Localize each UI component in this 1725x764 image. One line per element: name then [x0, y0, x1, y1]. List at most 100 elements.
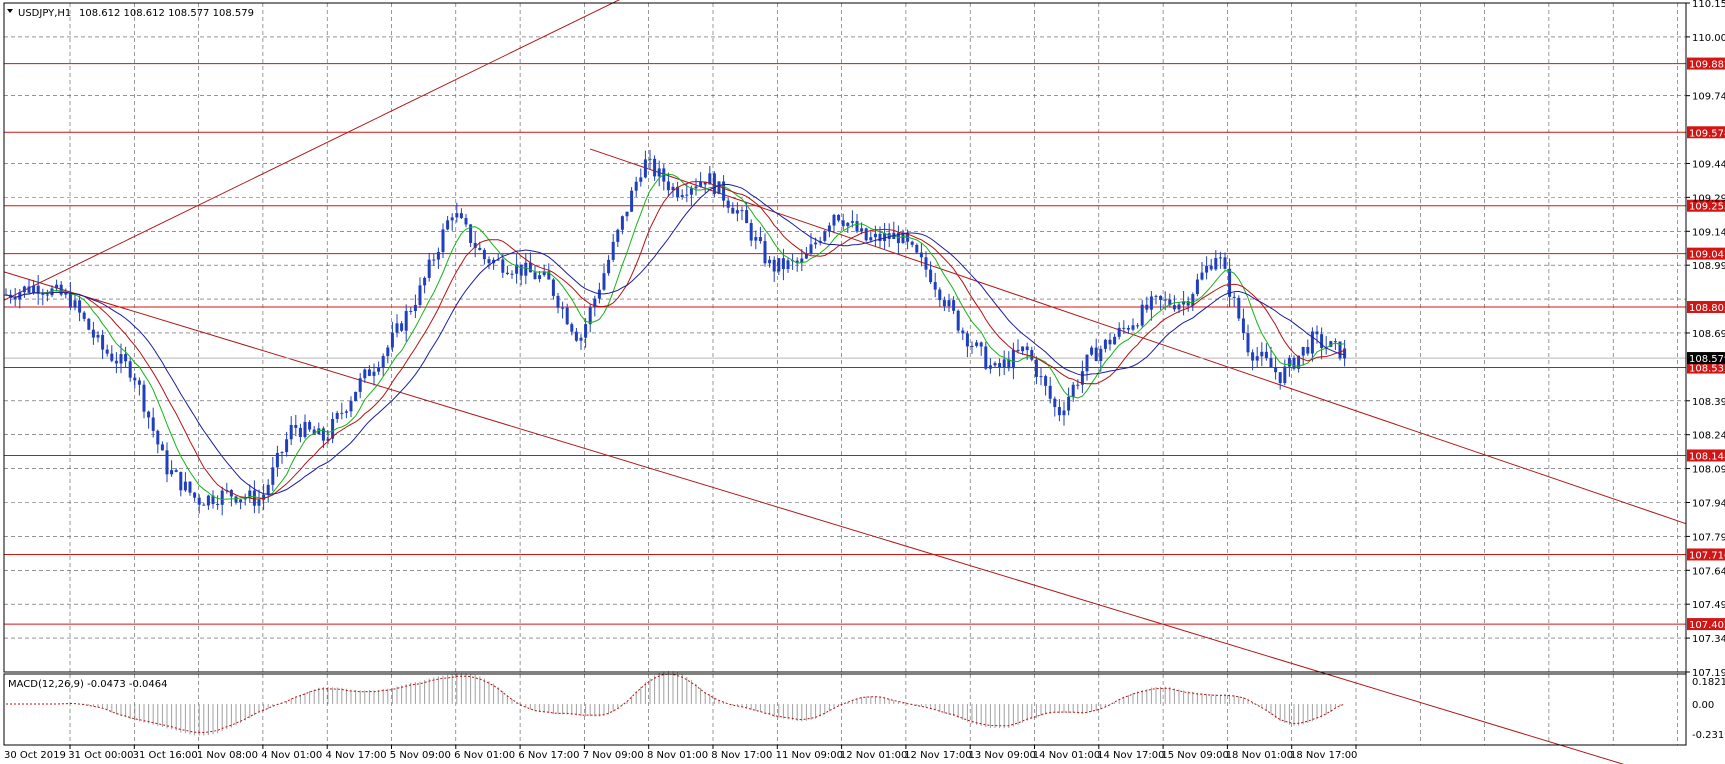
price-tick-label: 109.740 [1692, 92, 1725, 103]
price-tick-label: 109.290 [1692, 193, 1725, 204]
level-price-tag [1687, 126, 1725, 139]
candle-body [1191, 294, 1195, 306]
candle-body [459, 213, 463, 219]
candle-body [712, 173, 716, 194]
candle-body [1011, 349, 1015, 369]
candle-body [648, 158, 652, 160]
candle-body [1067, 396, 1071, 411]
candle-body [1260, 351, 1264, 357]
candle-body [1154, 295, 1158, 297]
candle-body [915, 244, 919, 253]
price-tick-label: 109.140 [1692, 227, 1725, 238]
candle-body [607, 259, 611, 274]
candle-body [206, 495, 210, 506]
candle-body [423, 277, 427, 286]
candle-body [611, 241, 615, 260]
time-tick-label: 8 Nov 01:00 [647, 750, 708, 761]
price-axis: 110.150 110.000 109.740 109.440 109.290 109.1… [1686, 0, 1725, 679]
trend-lines[interactable] [3, 0, 1687, 764]
candle-body [395, 323, 399, 333]
candle-body [708, 173, 712, 185]
candle-body [280, 452, 284, 454]
candle-body [1094, 347, 1098, 362]
candle-body [860, 228, 864, 232]
level-price-label: 108.148 [1689, 451, 1725, 462]
candle-body [151, 417, 155, 431]
candle-body [1044, 376, 1048, 386]
candle-body [1131, 325, 1135, 330]
candle-body [96, 334, 100, 338]
ma-slow-line [5, 183, 1345, 495]
candle-body [1145, 304, 1149, 310]
candle-body [763, 241, 767, 264]
candle-body [1310, 331, 1314, 354]
time-tick-label: 8 Nov 17:00 [711, 750, 772, 761]
candle-body [367, 369, 371, 376]
candle-body [979, 342, 983, 347]
candle-body [326, 438, 330, 441]
time-tick-label: 12 Nov 17:00 [904, 750, 971, 761]
candle-body [947, 300, 951, 307]
candle-body [1007, 359, 1011, 369]
time-tick-label: 4 Nov 17:00 [326, 750, 387, 761]
price-tick-label: 107.790 [1692, 532, 1725, 543]
candle-body [1048, 385, 1052, 399]
candle-body [1292, 357, 1296, 369]
candle-body [496, 259, 500, 261]
level-price-tag [1687, 548, 1725, 561]
candle-body [1182, 301, 1186, 305]
price-tick-label: 108.690 [1692, 329, 1725, 340]
candle-body [413, 304, 417, 311]
candle-body [1080, 371, 1084, 385]
candle-body [312, 429, 316, 435]
candle-body [938, 289, 942, 301]
candle-body [349, 400, 353, 412]
candle-body [717, 181, 721, 194]
candle-body [1113, 336, 1117, 345]
level-price-label: 109.253 [1689, 202, 1725, 213]
candle-body [165, 450, 169, 475]
candle-body [942, 300, 946, 307]
candle-body [478, 247, 482, 250]
candle-body [827, 225, 831, 232]
level-price-label: 108.805 [1689, 303, 1725, 314]
trend-line [3, 271, 1625, 764]
candle-body [846, 222, 850, 227]
candle-body [685, 194, 689, 196]
menu-triangle-icon[interactable] [7, 9, 13, 13]
candle-body [317, 428, 321, 435]
candle-body [1172, 305, 1176, 310]
trend-line [3, 0, 620, 301]
candle-body [446, 220, 450, 230]
macd-scale-top: 0.1821 [1692, 677, 1725, 688]
time-tick-label: 15 Nov 09:00 [1161, 750, 1228, 761]
candle-body [1343, 348, 1347, 359]
candle-body [1085, 354, 1089, 372]
candle-body [436, 251, 440, 260]
price-tick-label: 108.090 [1692, 465, 1725, 476]
horizontal-levels[interactable]: 109.882 109.578 109.253 109.041 108.805 108.5… [4, 57, 1725, 632]
candle-body [128, 361, 132, 378]
level-price-tag [1687, 361, 1725, 374]
candle-body [193, 492, 197, 498]
candle-body [1315, 331, 1319, 335]
candle-body [147, 411, 151, 418]
candle-body [400, 323, 404, 331]
candle-body [777, 258, 781, 272]
candle-body [257, 499, 261, 506]
candle-body [823, 231, 827, 241]
candle-body [726, 200, 730, 208]
candle-body [676, 186, 680, 197]
candle-body [551, 279, 555, 296]
candle-body [570, 324, 574, 332]
candle-body [1255, 356, 1259, 361]
candle-body [1030, 350, 1034, 360]
candle-body [197, 497, 201, 505]
candle-body [901, 232, 905, 244]
candle-body [409, 310, 413, 312]
candle-body [271, 467, 275, 485]
price-tick-label: 107.940 [1692, 498, 1725, 509]
time-tick-label: 11 Nov 09:00 [776, 750, 843, 761]
